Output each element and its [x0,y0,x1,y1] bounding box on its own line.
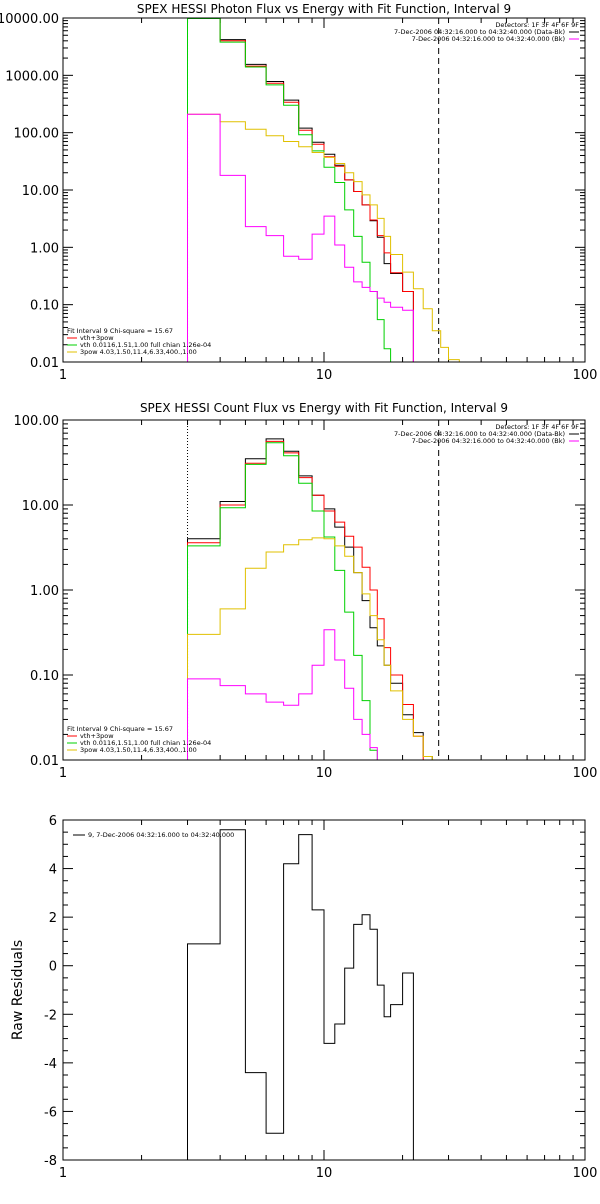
residual-legend-label: 9, 7-Dec-2006 04:32:16.000 to 04:32:40.0… [88,831,234,839]
chart-title: SPEX HESSI Count Flux vs Energy with Fit… [140,401,508,415]
x-tick-label: 100 [573,766,598,781]
info-line: 7-Dec-2006 04:32:16.000 to 04:32:40.000 … [394,430,565,438]
fit-legend-item: 3pow 4.03,1.50,11.4,6.33,400.,1.00 [80,348,197,356]
series-group [187,829,414,1160]
fit-legend-item: vth+3pow [80,732,114,740]
fit-legend-header: Fit Interval 9 Chi-square = 15.67 [67,725,173,733]
info-line: 7-Dec-2006 04:32:16.000 to 04:32:40.000 … [394,28,565,36]
y-tick-label: 1000.00 [5,69,59,84]
y-tick-label: 4 [49,863,57,878]
info-line: 7-Dec-2006 04:32:16.000 to 04:32:40.000 … [412,35,565,43]
y-tick-label: -8 [44,1154,57,1169]
series-group [187,438,433,760]
plot-frame [62,17,586,363]
y-tick-label: -6 [44,1105,57,1120]
y-axis-label: Raw Residuals [10,940,26,1040]
fit-legend-item: vth+3pow [80,334,114,342]
x-tick-label: 1 [59,766,67,781]
x-tick-label: 100 [573,1166,598,1181]
y-tick-label: -2 [44,1008,57,1023]
y-tick-label: 10.00 [22,184,59,199]
fit-legend-item: vth 0.0116,1.51,1.00 full chian 1.26e-04 [80,739,211,747]
info-line: 7-Dec-2006 04:32:16.000 to 04:32:40.000 … [412,437,565,445]
info-line: Detectors: 1F 3F 4F 6F 9F [495,423,579,431]
panel-2: SPEX HESSI Count Flux vs Energy with Fit… [14,401,598,781]
info-line: Detectors: 1F 3F 4F 6F 9F [495,21,579,29]
series-line-3pow [187,537,433,760]
y-tick-label: 0.10 [30,299,59,314]
y-tick-label: 10000.00 [0,12,59,27]
y-tick-label: 1.00 [30,584,59,599]
series-line-bk [187,629,385,760]
series-line-vth [187,18,392,362]
y-tick-label: 1.00 [30,241,59,256]
series-line-data-bk [187,18,414,362]
x-tick-label: 1 [59,368,67,383]
panel-3: Raw Residuals 1 10 100 6 4 2 0 -2 -4 -6 -8 9, 7-Dec-… [10,814,597,1181]
x-tick-label: 100 [573,368,598,383]
series-group [187,18,470,362]
x-tick-label: 10 [316,766,333,781]
series-line-9-7-dec-2006-04-32-16-000-to-04-32-40-000 [187,829,414,1160]
fit-legend-item: 3pow 4.03,1.50,11.4,6.33,400.,1.00 [80,746,197,754]
y-tick-label: 100.00 [14,127,60,142]
series-line-data-bk [187,438,433,760]
y-tick-label: 0 [49,960,57,975]
y-tick-label: -4 [44,1057,57,1072]
y-tick-label: 0.01 [30,356,59,371]
y-tick-label: 100.00 [14,414,60,429]
series-line-bk [187,113,414,362]
fit-legend-header: Fit Interval 9 Chi-square = 15.67 [67,327,173,335]
fit-legend-item: vth 0.0116,1.51,1.00 full chian 1.26e-04 [80,341,211,349]
plot-frame [62,819,586,1161]
y-tick-label: 0.01 [30,754,59,769]
series-line-vth [187,442,378,760]
chart-title: SPEX HESSI Photon Flux vs Energy with Fi… [137,2,511,16]
series-line-vth-3pow [187,18,414,362]
y-tick-label: 2 [49,911,57,926]
plot-frame [62,419,586,761]
series-line-vth-3pow [187,440,424,760]
x-tick-label: 1 [59,1166,67,1181]
panel-1: SPEX HESSI Photon Flux vs Energy with Fi… [0,2,597,383]
y-tick-label: 6 [49,814,57,829]
y-tick-label: 0.10 [30,669,59,684]
x-tick-label: 10 [316,368,333,383]
y-tick-label: 10.00 [22,499,59,514]
x-tick-label: 10 [316,1166,333,1181]
series-line-3pow [187,113,470,362]
